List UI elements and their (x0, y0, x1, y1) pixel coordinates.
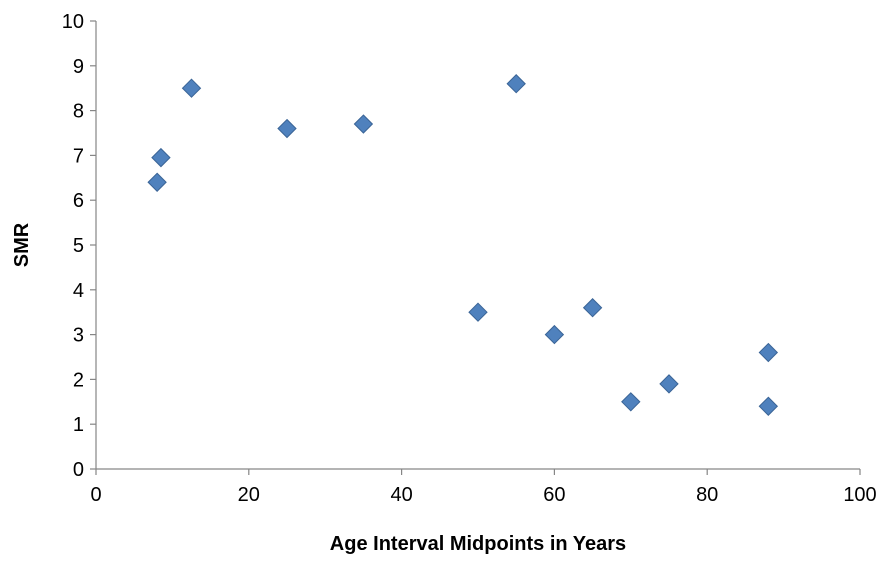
y-axis-ticks: 0 1 2 3 4 5 6 7 8 9 10 (62, 11, 96, 481)
data-point (544, 324, 565, 345)
data-point (147, 172, 167, 192)
y-tick-label: 0 (73, 459, 84, 481)
x-tick-label: 20 (238, 484, 260, 506)
y-tick-label: 8 (73, 101, 84, 123)
data-point (181, 78, 202, 98)
y-tick-label: 10 (62, 11, 84, 33)
y-tick-label: 1 (73, 414, 84, 436)
data-point (277, 118, 297, 139)
y-tick-label: 5 (73, 235, 84, 257)
data-point (468, 302, 488, 322)
x-tick-label: 0 (90, 484, 101, 506)
x-tick-label: 100 (843, 484, 876, 506)
y-tick-label: 2 (73, 369, 84, 391)
data-point (506, 74, 526, 94)
data-point (659, 374, 679, 394)
x-tick-label: 60 (543, 484, 565, 506)
x-tick-label: 40 (390, 484, 412, 506)
y-tick-label: 4 (73, 280, 84, 302)
y-tick-label: 6 (73, 190, 84, 212)
x-axis-ticks: 0 20 40 60 80 100 (90, 469, 877, 506)
data-point (353, 114, 374, 134)
data-points (147, 74, 779, 416)
data-point (151, 147, 171, 168)
data-point (621, 392, 641, 412)
data-point (758, 396, 779, 416)
x-axis-title: Age Interval Midpoints in Years (330, 533, 626, 555)
data-point (758, 342, 779, 363)
y-tick-label: 3 (73, 325, 84, 347)
y-axis-title: SMR (11, 222, 33, 267)
data-point (582, 298, 603, 318)
y-tick-label: 7 (73, 145, 84, 167)
y-tick-label: 9 (73, 56, 84, 78)
x-tick-label: 80 (696, 484, 718, 506)
axes (95, 21, 860, 470)
